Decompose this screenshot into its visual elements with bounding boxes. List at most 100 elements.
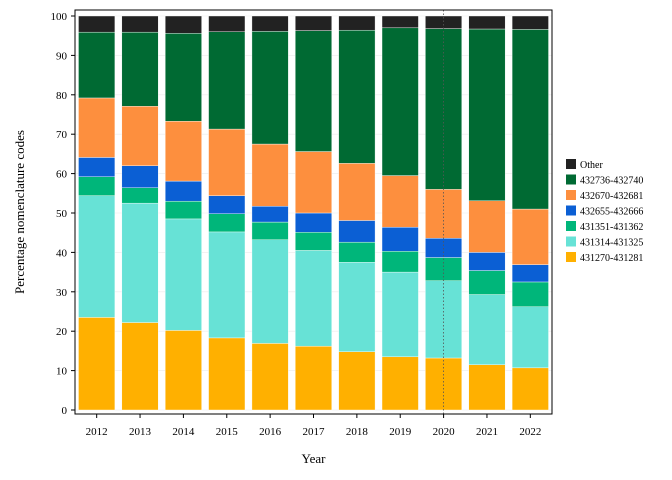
legend-swatch <box>566 190 576 200</box>
bar-segment <box>468 294 506 365</box>
bar-segment <box>338 220 376 243</box>
x-tick-label: 2013 <box>129 426 152 438</box>
bar-segment <box>511 281 549 307</box>
bar-segment <box>121 31 159 107</box>
bar-segment <box>468 364 506 411</box>
bar-segment <box>338 262 376 352</box>
legend-swatch <box>566 236 576 247</box>
legend-item: 432655-432666 <box>566 205 643 218</box>
bar-segment <box>338 163 376 221</box>
legend-swatch <box>566 205 576 216</box>
bar-segment <box>511 208 549 265</box>
bar-segment <box>468 200 506 253</box>
legend-item: 432736-432740 <box>566 174 643 187</box>
x-tick-label: 2014 <box>172 426 195 438</box>
legend: Other 432736-432740 432670-432681 432655-43… <box>566 159 643 264</box>
bar-segment <box>468 15 506 30</box>
bar-segment <box>121 202 159 323</box>
bar-segment <box>295 232 332 251</box>
y-tick-label: 90 <box>56 50 68 62</box>
x-tick-label: 2022 <box>519 426 541 438</box>
bar-segment <box>338 29 376 164</box>
x-tick-label: 2021 <box>476 426 498 438</box>
bar-segment <box>251 31 289 145</box>
bar-segment <box>381 27 419 176</box>
bar-segment <box>208 231 246 339</box>
y-tick-label: 0 <box>62 405 68 417</box>
bars <box>78 15 549 411</box>
legend-label: 432736-432740 <box>580 176 643 187</box>
y-axis-title: Percentage nomenclature codes <box>12 130 27 294</box>
bar-segment <box>78 157 116 177</box>
bar-segment <box>78 176 116 196</box>
bar-segment <box>164 218 202 331</box>
bar-segment <box>338 351 376 411</box>
bar-segment <box>468 270 506 295</box>
bar-segment <box>78 317 116 411</box>
bar-segment <box>164 15 202 34</box>
bar-segment <box>381 271 419 358</box>
bar-segment <box>338 241 376 263</box>
bar-segment <box>381 15 419 29</box>
bar-segment <box>251 221 289 240</box>
bar-segment <box>511 306 549 369</box>
legend-item: 431270-431281 <box>566 252 643 264</box>
bar-segment <box>381 226 419 252</box>
bar-segment <box>121 106 159 166</box>
x-tick-label: 2015 <box>216 426 239 438</box>
x-tick-label: 2017 <box>303 426 326 438</box>
bar-segment <box>295 345 332 411</box>
bar-segment <box>251 343 289 411</box>
y-tick-label: 10 <box>56 366 68 378</box>
bar-segment <box>121 187 159 204</box>
bar-segment <box>251 239 289 344</box>
legend-label: 432655-432666 <box>580 207 643 218</box>
bar-segment <box>295 212 332 233</box>
bar-segment <box>208 128 246 196</box>
y-tick-label: 30 <box>56 287 68 299</box>
bar-segment <box>121 322 159 411</box>
bar-segment <box>78 15 116 33</box>
legend-item: 432670-432681 <box>566 190 643 202</box>
legend-item: 431351-431362 <box>566 221 643 233</box>
bar-segment <box>295 250 332 347</box>
legend-label: 432670-432681 <box>580 191 643 202</box>
bar-segment <box>468 28 506 201</box>
bar-segment <box>208 213 246 233</box>
y-tick-label: 50 <box>56 208 68 220</box>
bar-segment <box>208 195 246 214</box>
bar-segment <box>511 264 549 283</box>
legend-swatch <box>566 159 576 169</box>
legend-swatch <box>566 252 576 262</box>
legend-item: 431314-431325 <box>566 236 643 249</box>
bar-segment <box>78 97 116 158</box>
bar-segment <box>251 15 289 32</box>
bar-segment <box>511 15 549 30</box>
bar-segment <box>381 251 419 273</box>
bar-segment <box>121 165 159 188</box>
bar-segment <box>208 31 246 130</box>
x-tick-label: 2012 <box>86 426 108 438</box>
bar-segment <box>164 200 202 220</box>
bar-segment <box>251 143 289 207</box>
bar-segment <box>208 15 246 32</box>
bar-segment <box>164 180 202 202</box>
bar-segment <box>208 337 246 411</box>
legend-label: 431351-431362 <box>580 222 643 233</box>
legend-label: 431314-431325 <box>580 238 643 249</box>
legend-label: Other <box>580 160 603 171</box>
bar-segment <box>78 31 116 99</box>
y-tick-label: 20 <box>56 326 68 338</box>
y-tick-label: 80 <box>56 90 68 102</box>
bar-segment <box>381 356 419 411</box>
y-axis: 0 10 20 30 40 50 60 70 80 90 100 <box>51 11 75 417</box>
bar-segment <box>295 15 332 31</box>
y-tick-label: 100 <box>51 11 68 23</box>
x-tick-label: 2016 <box>259 426 282 438</box>
bar-segment <box>164 120 202 182</box>
x-axis-title: Year <box>302 451 327 466</box>
legend-label: 431270-431281 <box>580 253 643 264</box>
bar-segment <box>164 33 202 122</box>
bar-segment <box>425 357 463 411</box>
